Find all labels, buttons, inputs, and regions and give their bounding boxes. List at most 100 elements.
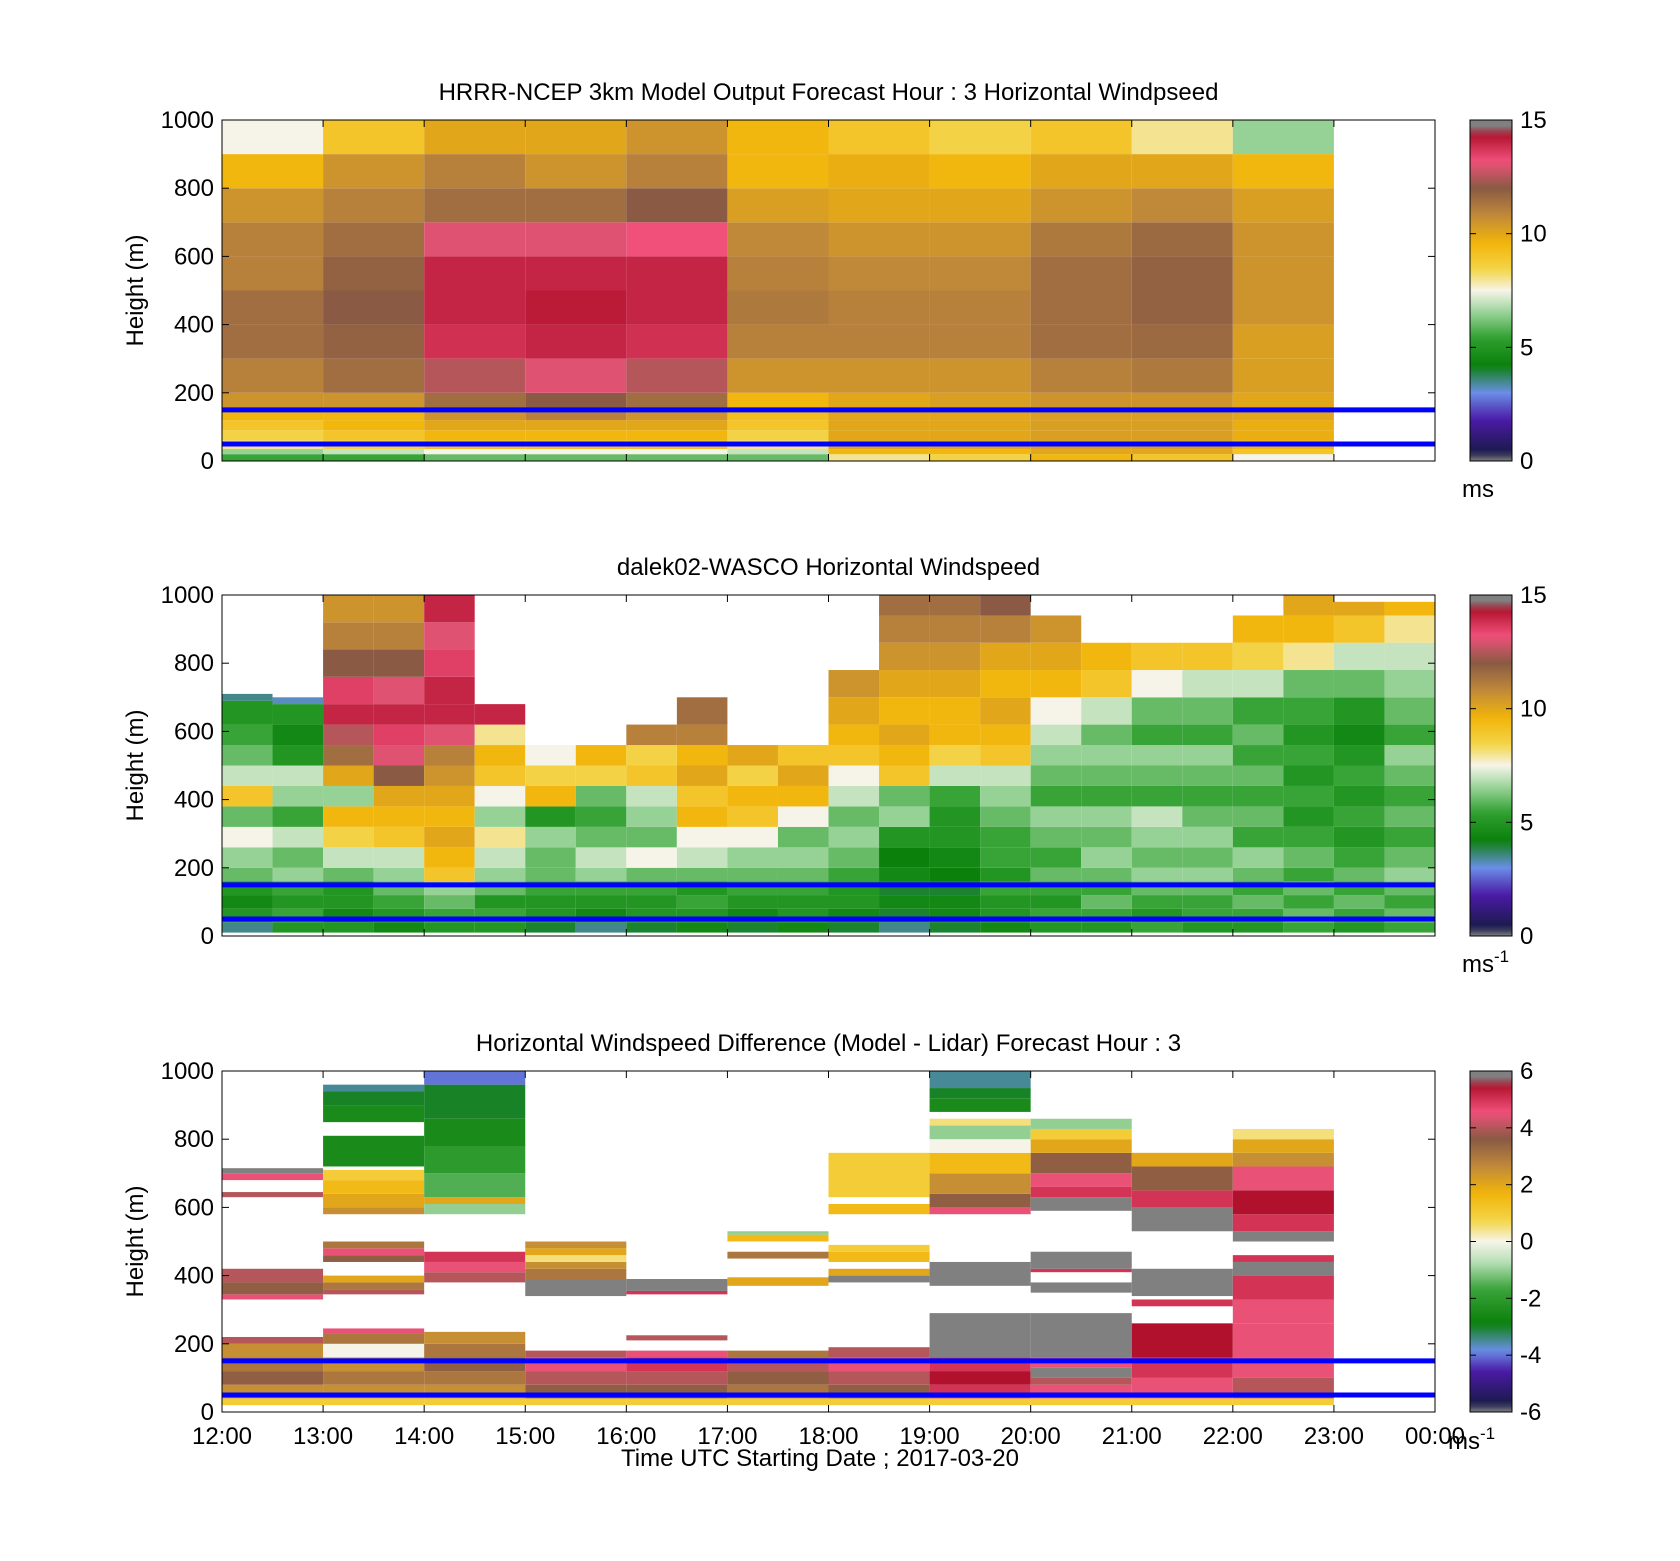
heatmap-cell — [1131, 922, 1183, 933]
heatmap-cell — [929, 895, 981, 909]
x-tick-label: 20:00 — [1001, 1423, 1061, 1450]
heatmap-cell — [323, 454, 425, 461]
heatmap-cell — [222, 454, 324, 461]
heatmap-cell — [1333, 826, 1385, 848]
heatmap-cell — [980, 745, 1031, 766]
heatmap-cell — [828, 847, 880, 868]
heatmap-cell — [474, 765, 526, 786]
heatmap-cell — [323, 1193, 425, 1208]
heatmap-cell — [1030, 724, 1082, 746]
heatmap-cell — [676, 724, 728, 746]
heatmap-cell — [424, 1261, 526, 1273]
heatmap-cell — [424, 595, 475, 623]
heatmap-cell — [929, 670, 981, 698]
heatmap-cell — [1030, 895, 1082, 909]
heatmap-cell — [626, 358, 728, 393]
heatmap-cell — [575, 765, 627, 786]
heatmap-cell — [1030, 765, 1082, 786]
heatmap-cell — [323, 895, 374, 909]
heatmap-cell — [1232, 1299, 1334, 1324]
heatmap-cell — [828, 1347, 930, 1358]
heatmap-cell — [575, 785, 627, 807]
heatmap-cell — [575, 867, 627, 882]
heatmap-cell — [525, 324, 627, 359]
heatmap-cell — [222, 420, 324, 431]
heatmap-cell — [1384, 697, 1435, 725]
heatmap-cell — [676, 922, 728, 933]
heatmap-cell — [424, 922, 475, 933]
heatmap-cell — [323, 595, 374, 623]
heatmap-cell — [727, 430, 829, 441]
heatmap-cell — [1030, 826, 1082, 848]
heatmap-cell — [980, 765, 1031, 786]
heatmap-cell — [828, 1203, 930, 1215]
heatmap-cell — [1283, 670, 1334, 698]
heatmap-cell — [828, 430, 930, 441]
heatmap-cell — [1030, 1377, 1132, 1385]
heatmap-cell — [323, 154, 425, 189]
lidar-windspeed-panel: 0 200 400 600 800 1000 Height (m) dalek02-WASCO… — [122, 554, 1547, 978]
heatmap-cell — [676, 745, 728, 766]
heatmap-cell — [626, 785, 677, 807]
heatmap-cell — [1333, 847, 1385, 868]
heatmap-cell — [373, 806, 425, 827]
heatmap-cell — [323, 1105, 425, 1123]
heatmap-cell — [1131, 867, 1183, 882]
heatmap-cell — [828, 188, 930, 223]
heatmap-cell — [1384, 765, 1435, 786]
heatmap-cell — [980, 895, 1031, 909]
heatmap-cell — [879, 745, 930, 766]
heatmap-cell — [424, 324, 526, 359]
heatmap-cell — [980, 670, 1031, 698]
heatmap-cell — [929, 1313, 1031, 1358]
heatmap-cell — [1081, 895, 1132, 909]
heatmap-cell — [424, 649, 475, 677]
heatmap-cell — [1030, 806, 1082, 827]
x-tick-label: 12:00 — [192, 1423, 252, 1450]
x-tick-label: 14:00 — [394, 1423, 454, 1450]
heatmap-cell — [424, 1197, 526, 1204]
heatmap-cell — [1283, 895, 1334, 909]
heatmap-cell — [828, 765, 880, 786]
heatmap-cell — [323, 649, 374, 677]
colorbar-tick-label: 10 — [1520, 696, 1547, 723]
heatmap-cell — [1232, 1152, 1334, 1167]
heatmap-cell — [272, 806, 324, 827]
heatmap-cell — [272, 697, 324, 705]
heatmap-cell — [1384, 895, 1435, 909]
heatmap-cell — [828, 922, 880, 933]
heatmap-cell — [980, 642, 1031, 671]
heatmap-cell — [222, 745, 273, 766]
heatmap-cell — [1131, 895, 1183, 909]
heatmap-cell — [1333, 724, 1385, 746]
heatmap-cell — [727, 1234, 829, 1242]
heatmap-cell — [1131, 1323, 1233, 1358]
x-tick-label: 16:00 — [596, 1423, 656, 1450]
y-tick-label: 800 — [174, 650, 214, 677]
heatmap-cell — [1030, 670, 1082, 698]
heatmap-cell — [424, 1146, 526, 1174]
heatmap-cell — [323, 745, 374, 766]
heatmap-cell — [828, 745, 880, 766]
y-tick-label: 1000 — [161, 1058, 214, 1085]
heatmap-cell — [626, 409, 728, 421]
colorbar-tick-label: 5 — [1520, 809, 1533, 836]
heatmap-cell — [525, 785, 576, 807]
heatmap-cell — [1384, 724, 1435, 746]
heatmap-cell — [525, 392, 627, 410]
heatmap-cell — [727, 1277, 829, 1286]
heatmap-cell — [1131, 1398, 1233, 1406]
heatmap-cell — [525, 256, 627, 291]
heatmap-cell — [828, 392, 930, 410]
heatmap-cell — [727, 358, 829, 393]
heatmap-cell — [1232, 642, 1284, 671]
heatmap-cell — [626, 806, 677, 827]
heatmap-cell — [879, 724, 930, 746]
heatmap-cell — [373, 724, 425, 746]
heatmap-cell — [525, 806, 576, 827]
heatmap-cell — [626, 392, 728, 410]
heatmap-cell — [929, 922, 981, 933]
heatmap-cell — [1232, 826, 1284, 848]
heatmap-cell — [727, 806, 778, 827]
heatmap-cell — [1232, 895, 1284, 909]
